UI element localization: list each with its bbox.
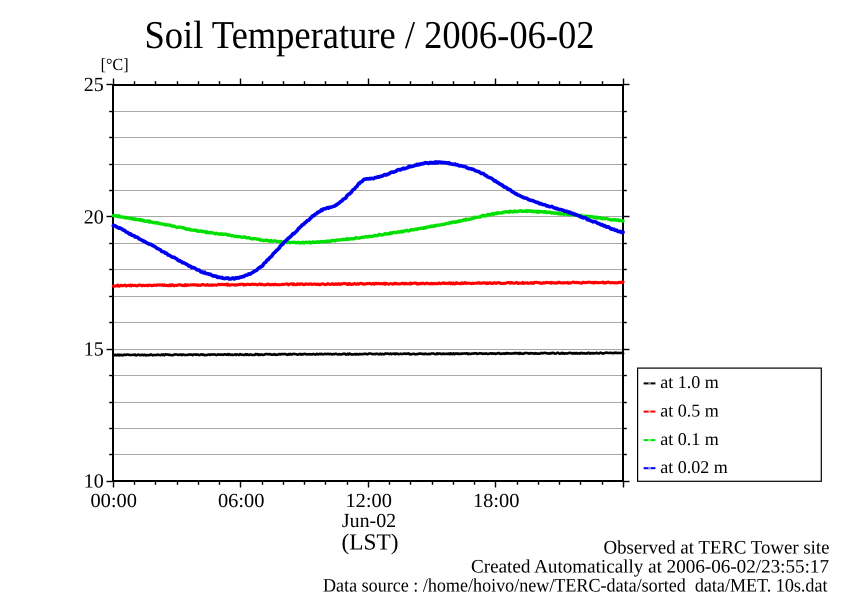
svg-text:18:00: 18:00	[473, 490, 519, 512]
svg-text:Jun-02: Jun-02	[342, 510, 396, 532]
svg-text:Created Automatically at 2006-: Created Automatically at 2006-06-02/23:5…	[471, 557, 829, 578]
svg-text:00:00: 00:00	[91, 490, 137, 512]
svg-text:[°C]: [°C]	[101, 55, 129, 74]
svg-text:25: 25	[84, 74, 104, 96]
svg-text:at 0.5 m: at 0.5 m	[660, 400, 719, 420]
svg-text:Data source : /home/hoivo/new/: Data source : /home/hoivo/new/TERC-data/…	[323, 575, 828, 595]
svg-text:Soil Temperature / 2006-06-02: Soil Temperature / 2006-06-02	[145, 13, 595, 57]
svg-text:at 0.02 m: at 0.02 m	[660, 457, 728, 477]
svg-text:12:00: 12:00	[346, 490, 392, 512]
svg-text:20: 20	[84, 206, 104, 228]
svg-text:10: 10	[84, 471, 104, 493]
svg-text:at 1.0 m: at 1.0 m	[660, 372, 719, 392]
svg-text:Observed at TERC Tower site: Observed at TERC Tower site	[604, 538, 830, 559]
svg-text:06:00: 06:00	[218, 490, 264, 512]
svg-text:at 0.1 m: at 0.1 m	[660, 429, 719, 449]
svg-text:15: 15	[84, 339, 104, 361]
svg-text:(LST): (LST)	[342, 530, 399, 555]
